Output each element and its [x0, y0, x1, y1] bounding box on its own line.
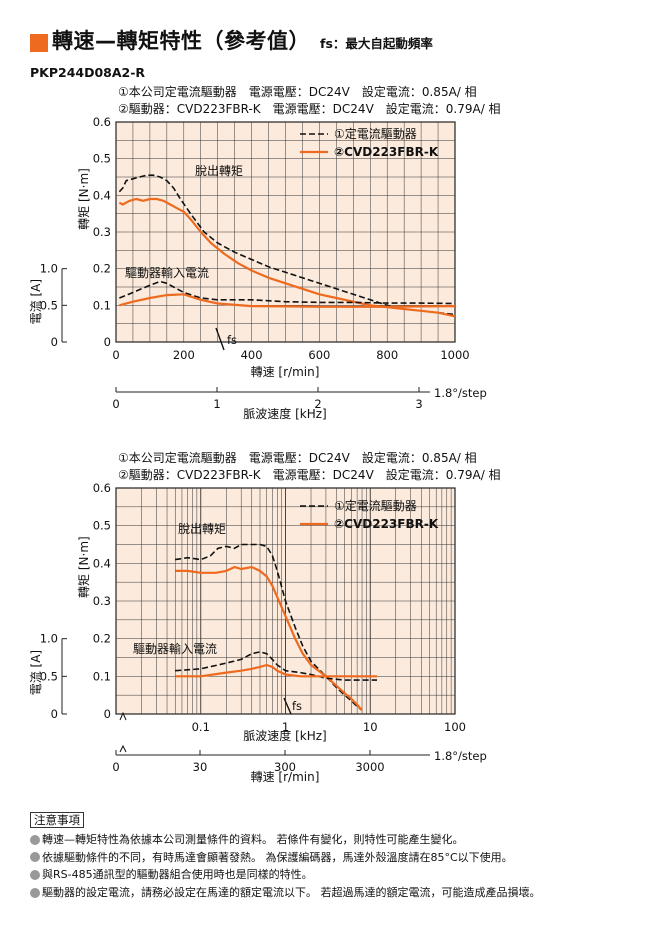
- x-tick-label: 200: [173, 348, 195, 362]
- y-tick-label: 0.2: [93, 632, 111, 646]
- y2-tick-label: 0.5: [40, 298, 58, 312]
- model-name: PKP244D08A2-R: [30, 65, 146, 80]
- note-item: 依據驅動條件的不同，有時馬達會顯著發熱。 為保護編碼器，馬達外殼溫度請在85°C…: [30, 849, 630, 867]
- x2-unit-label: 1.8°/step: [434, 386, 487, 400]
- legend-label-2: ②CVD223FBR-K: [334, 517, 439, 531]
- series-line-current-cvd223fbr: [175, 663, 377, 678]
- title-note: fs：最大自起動頻率: [320, 36, 433, 51]
- bullet-icon: [30, 887, 40, 898]
- series-line-torque-cvd223fbr: [175, 566, 363, 711]
- y2-axis-title: 電流 [A]: [29, 279, 43, 324]
- y-tick-label: 0.4: [93, 188, 111, 202]
- fs-marker: [283, 697, 292, 715]
- title-row: 轉速—轉矩特性（參考值） fs：最大自起動頻率: [30, 29, 433, 55]
- title-mark-icon: [30, 34, 48, 52]
- x2-tick-label: 300: [274, 760, 296, 774]
- x-tick-label: 1: [282, 720, 289, 734]
- y-tick-label: 0.5: [93, 152, 111, 166]
- y2-tick-label: 0: [51, 335, 58, 349]
- y-tick-label: 0.6: [93, 115, 111, 129]
- axis-break-icon: [119, 744, 127, 753]
- chart-header-line-2: ②驅動器：CVD223FBR-K 電源電壓：DC24V 設定電流：0.79A/ …: [118, 101, 501, 116]
- legend-label-1: ①定電流驅動器: [334, 126, 417, 141]
- x-axis-title: 脈波速度 [kHz]: [243, 728, 326, 743]
- x-tick-label: 0.1: [192, 720, 210, 734]
- x2-tick-label: 3000: [355, 760, 384, 774]
- x2-axis-title: 轉速 [r/min]: [251, 770, 320, 784]
- y2-tick-label: 0.5: [40, 669, 58, 683]
- x2-tick-label: 30: [193, 760, 208, 774]
- bullet-icon: [30, 869, 40, 880]
- annotation-input-current: 驅動器輸入電流: [125, 265, 209, 280]
- annotation-input-current: 驅動器輸入電流: [133, 641, 217, 656]
- y-tick-label: 0.6: [93, 481, 111, 495]
- note-text: 轉速—轉矩特性為依據本公司測量條件的資料。 若條件有變化，則特性可能產生變化。: [42, 833, 464, 846]
- y2-tick-label: 0: [51, 707, 58, 721]
- x2-tick-label: 2: [314, 397, 321, 411]
- y-tick-label: 0.3: [93, 594, 111, 608]
- note-text: 依據驅動條件的不同，有時馬達會顯著發熱。 為保護編碼器，馬達外殼溫度請在85°C…: [42, 850, 513, 864]
- x-tick-label: 800: [376, 348, 398, 362]
- x-tick-label: 100: [444, 720, 466, 734]
- x2-tick-label: 0: [112, 760, 119, 774]
- y-tick-label: 0.3: [93, 225, 111, 239]
- x2-tick-label: 0: [112, 397, 119, 411]
- y2-axis-title: 電流 [A]: [29, 650, 43, 695]
- y-tick-label: 0: [104, 335, 111, 349]
- bullet-icon: [30, 852, 40, 863]
- y-tick-label: 0.1: [93, 669, 111, 683]
- legend-label-2: ②CVD223FBR-K: [334, 145, 439, 159]
- charts-canvas: ①本公司定電流驅動器 電源電壓：DC24V 設定電流：0.85A/ 相 ②驅動器：…: [29, 84, 501, 784]
- series-line-current-constant-current: [119, 280, 456, 305]
- fs-marker: [215, 327, 225, 351]
- series-line-current-cvd223fbr: [119, 293, 456, 308]
- x2-tick-label: 1: [213, 397, 220, 411]
- note-text: 與RS-485通訊型的驅動器組合使用時也是同樣的特性。: [42, 868, 313, 882]
- annotation-pullout-torque: 脫出轉矩: [178, 521, 226, 536]
- x2-axis-title: 脈波速度 [kHz]: [243, 406, 326, 421]
- x-tick-label: 600: [308, 348, 330, 362]
- y-axis-title: 轉矩 [N·m]: [77, 536, 91, 598]
- x2-unit-label: 1.8°/step: [434, 749, 487, 763]
- chart-header-line-2: ②驅動器：CVD223FBR-K 電源電壓：DC24V 設定電流：0.79A/ …: [118, 467, 501, 482]
- axis-break-icon: [119, 711, 127, 721]
- note-item: 與RS-485通訊型的驅動器組合使用時也是同樣的特性。: [30, 866, 630, 884]
- x-tick-label: 1000: [440, 348, 469, 362]
- x-axis-title: 轉速 [r/min]: [251, 365, 320, 379]
- y2-tick-label: 1.0: [40, 262, 58, 276]
- chart-header-line-1: ①本公司定電流驅動器 電源電壓：DC24V 設定電流：0.85A/ 相: [118, 84, 477, 99]
- chart-header-line-1: ①本公司定電流驅動器 電源電壓：DC24V 設定電流：0.85A/ 相: [118, 450, 477, 465]
- annotation-pullout-torque: 脫出轉矩: [195, 163, 243, 178]
- y-tick-label: 0.2: [93, 262, 111, 276]
- y-tick-label: 0: [104, 707, 111, 721]
- x2-tick-label: 3: [415, 397, 422, 411]
- legend-label-1: ①定電流驅動器: [334, 498, 417, 513]
- note-item: 轉速—轉矩特性為依據本公司測量條件的資料。 若條件有變化，則特性可能產生變化。: [30, 831, 630, 849]
- notes-section: 注意事項 轉速—轉矩特性為依據本公司測量條件的資料。 若條件有變化，則特性可能產…: [30, 812, 630, 901]
- x-tick-label: 400: [241, 348, 263, 362]
- series-line-torque-constant-current: [175, 543, 363, 711]
- note-text: 驅動器的設定電流，請務必設定在馬達的額定電流以下。 若超過馬達的額定電流，可能造…: [42, 885, 541, 899]
- annotation-fs: fs: [227, 333, 237, 347]
- y-axis-title: 轉矩 [N·m]: [77, 168, 91, 230]
- notes-title: 注意事項: [30, 812, 84, 828]
- bullet-icon: [30, 834, 40, 845]
- annotation-fs: fs: [292, 699, 302, 713]
- x-tick-label: 10: [363, 720, 378, 734]
- note-item: 驅動器的設定電流，請務必設定在馬達的額定電流以下。 若超過馬達的額定電流，可能造…: [30, 884, 630, 902]
- x-tick-label: 0: [112, 348, 119, 362]
- series-line-current-constant-current: [175, 651, 377, 681]
- y-tick-label: 0.5: [93, 519, 111, 533]
- y2-tick-label: 1.0: [40, 632, 58, 646]
- page-title: 轉速—轉矩特性（參考值）: [52, 29, 310, 53]
- grid: [116, 122, 455, 342]
- y-tick-label: 0.1: [93, 298, 111, 312]
- y-tick-label: 0.4: [93, 556, 111, 570]
